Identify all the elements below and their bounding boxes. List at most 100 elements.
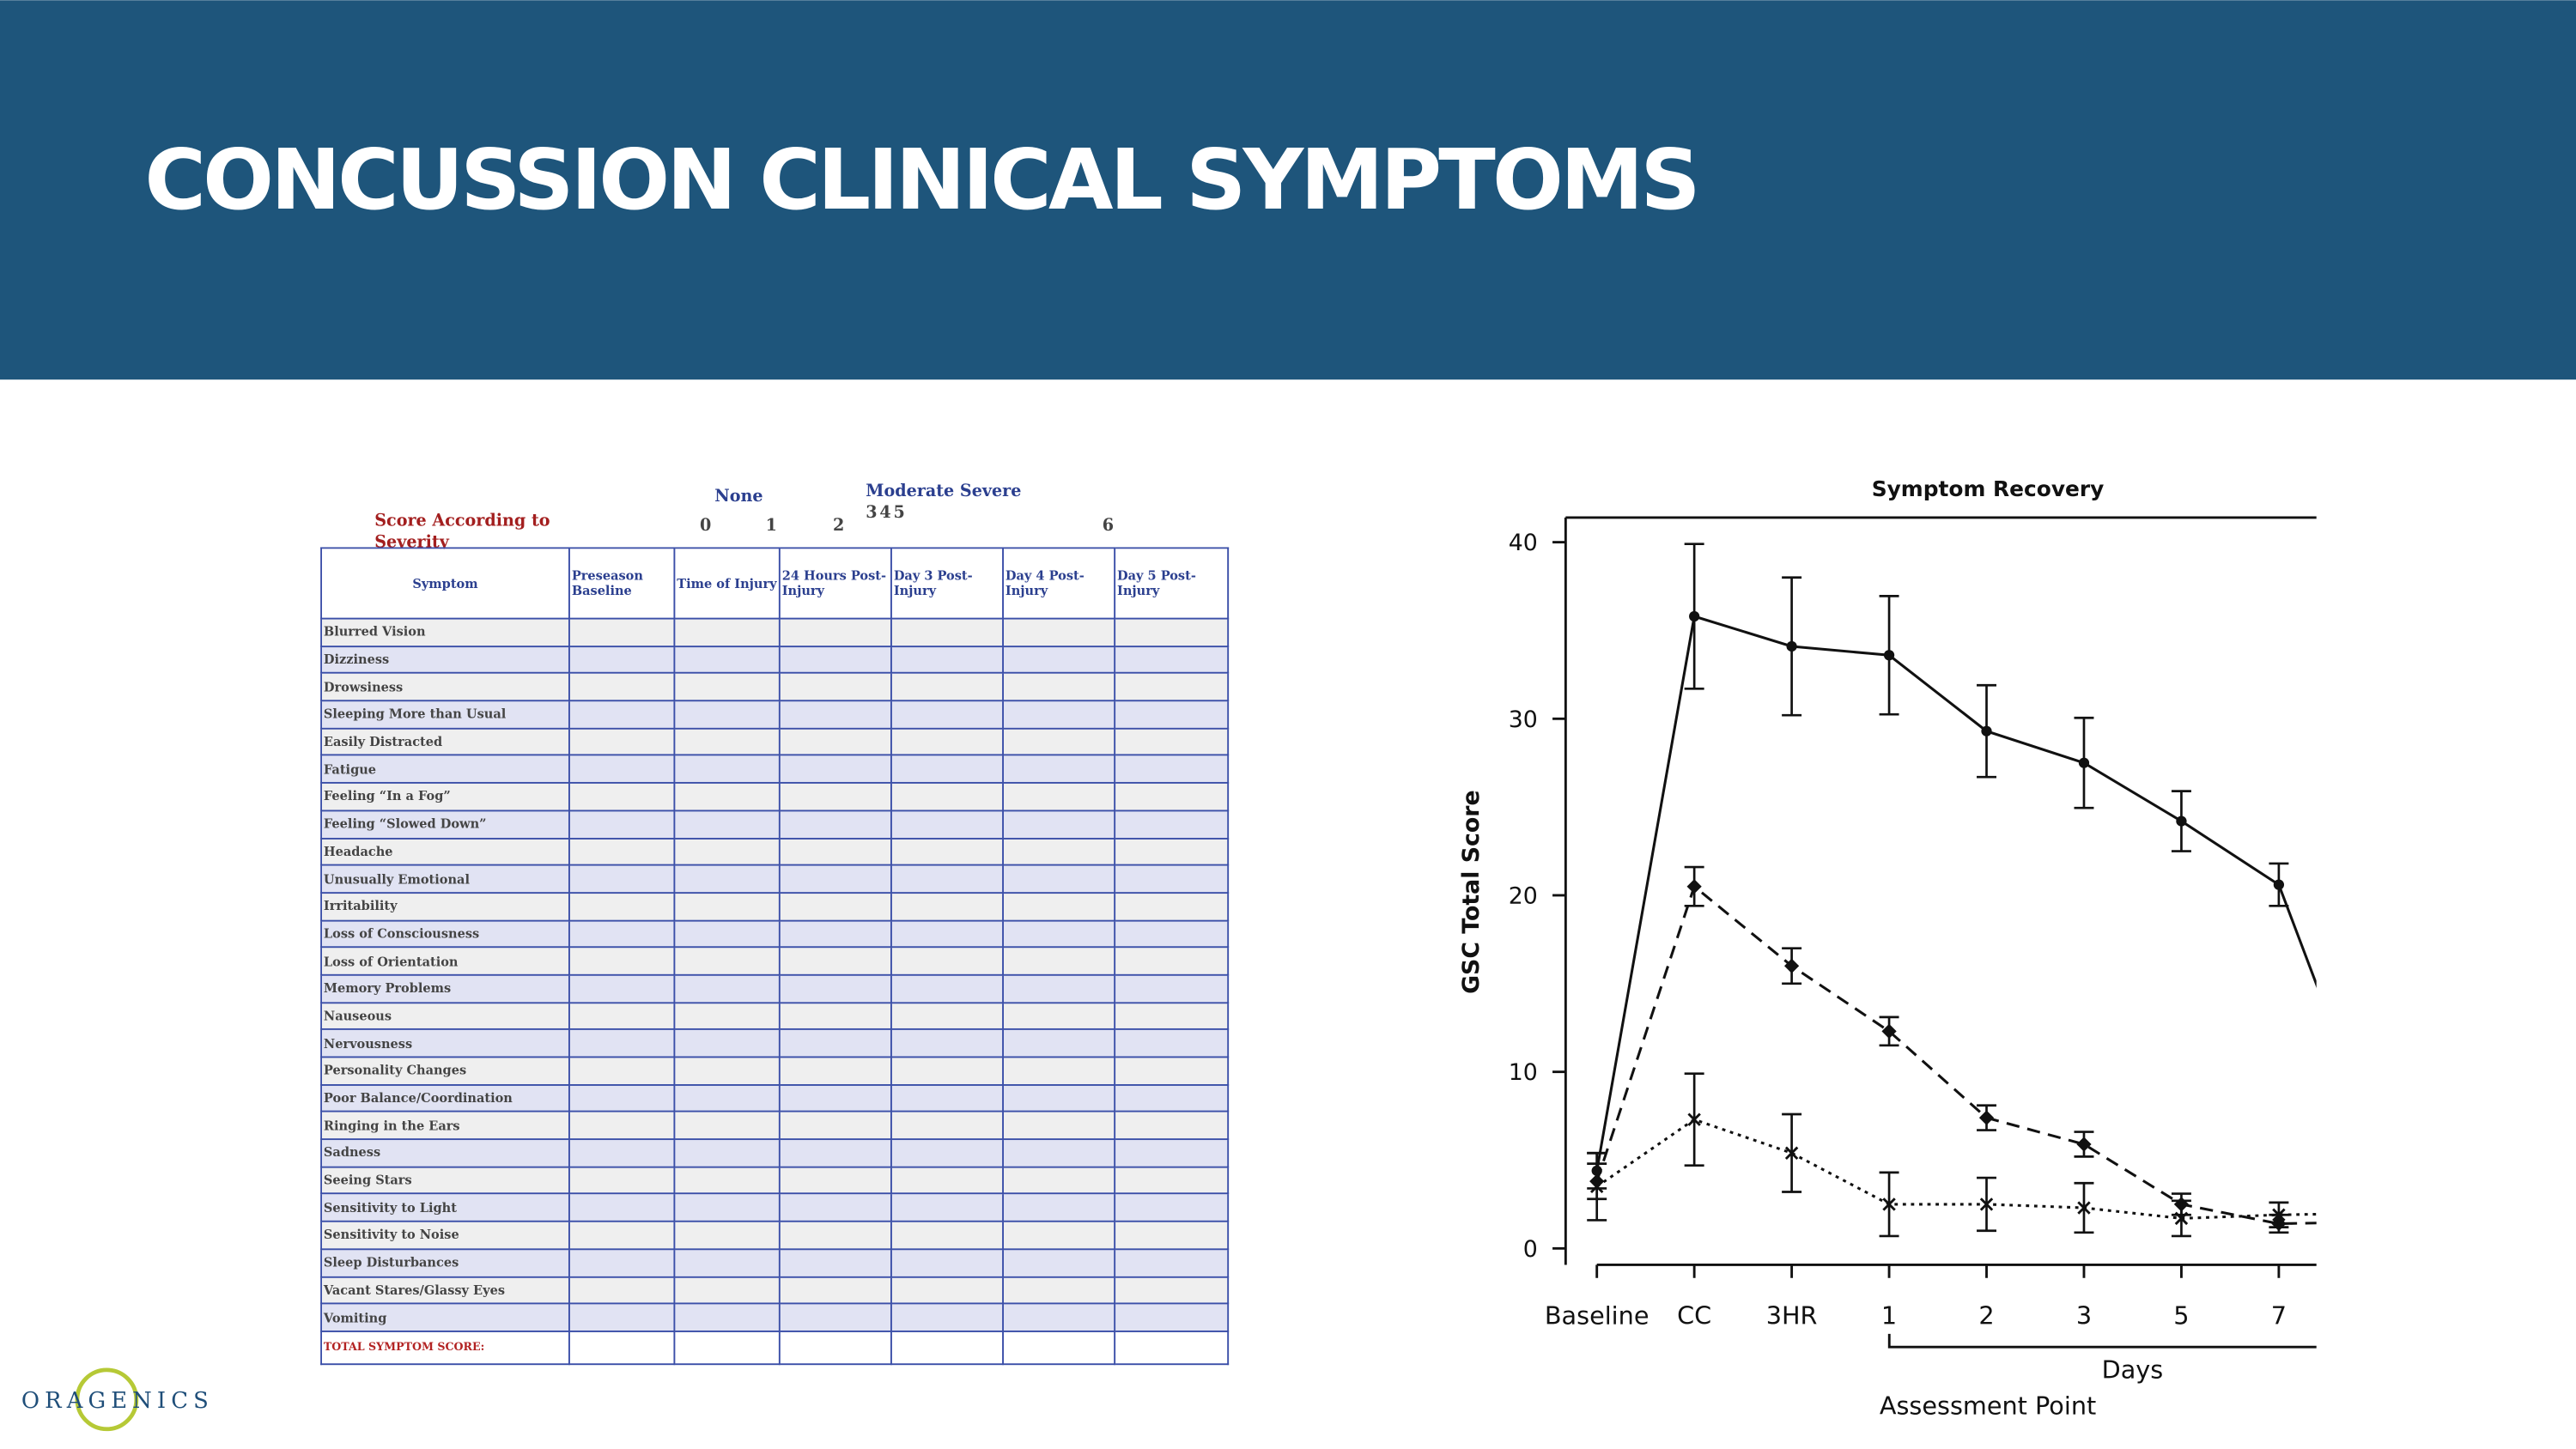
y-tick-label: 0	[1523, 1236, 1538, 1263]
scale-number: 0	[700, 515, 711, 535]
table-cell	[568, 782, 676, 812]
table-row: Personality Changes	[320, 1056, 1230, 1086]
table-row: Dizziness	[320, 645, 1230, 675]
table-cell	[673, 1001, 781, 1031]
table-cell	[568, 700, 676, 730]
table-cell	[673, 837, 781, 866]
table-cell	[568, 1028, 676, 1058]
table-cell	[1002, 617, 1116, 647]
data-point	[1979, 1197, 1994, 1211]
table-cell	[568, 617, 676, 647]
x-tick-label: 7	[2271, 1300, 2287, 1330]
table-row: Easily Distracted	[320, 727, 1230, 757]
table-cell	[778, 837, 892, 866]
data-point	[1882, 1197, 1896, 1211]
table-cell	[778, 700, 892, 730]
table-cell	[568, 864, 676, 894]
table-cell	[890, 891, 1005, 921]
row-label: Feeling “In a Fog”	[320, 782, 570, 812]
row-label: Nauseous	[320, 1001, 570, 1031]
table-cell	[890, 1275, 1005, 1305]
table-cell	[1002, 1138, 1116, 1168]
table-cell	[673, 1247, 781, 1277]
table-row: Blurred Vision	[320, 617, 1230, 647]
table-cell	[778, 645, 892, 675]
table-cell	[673, 782, 781, 812]
header-band	[0, 0, 2576, 380]
table-cell	[673, 755, 781, 785]
table-cell	[1114, 1001, 1230, 1031]
table-cell	[890, 1221, 1005, 1250]
table-cell	[1114, 809, 1230, 839]
row-label: Ringing in the Ears	[320, 1111, 570, 1141]
table-row: Loss of Orientation	[320, 946, 1230, 976]
table-cell	[778, 1166, 892, 1196]
row-label: Loss of Orientation	[320, 946, 570, 976]
chart-title: Symptom Recovery	[1872, 476, 2105, 501]
y-tick-label: 10	[1509, 1059, 1538, 1086]
table-cell	[778, 1083, 892, 1113]
table-cell	[1114, 1275, 1230, 1305]
table-cell	[1002, 645, 1116, 675]
table-cell	[890, 1083, 1005, 1113]
table-cell	[568, 727, 676, 757]
table-cell	[1114, 973, 1230, 1003]
table-cell	[1002, 1001, 1116, 1031]
table-cell	[1114, 1193, 1230, 1222]
table-cell	[778, 809, 892, 839]
table-cell	[1114, 1221, 1230, 1250]
slide-title: CONCUSSION CLINICAL SYMPTOMS	[144, 131, 1697, 229]
scale-number: 2	[833, 515, 844, 535]
table-cell	[778, 727, 892, 757]
column-header: Preseason Baseline	[568, 547, 676, 620]
total-row: TOTAL SYMPTOM SCORE:	[320, 1330, 1230, 1365]
table-cell	[1002, 782, 1116, 812]
scale-none: None	[714, 486, 762, 506]
table-cell	[1002, 1330, 1116, 1365]
table-cell	[673, 1330, 781, 1365]
scale-number: 3 4 5	[866, 502, 903, 522]
table-cell	[673, 809, 781, 839]
table-cell	[568, 1111, 676, 1141]
table-cell	[778, 1056, 892, 1086]
table-cell	[1002, 1247, 1116, 1277]
table-cell	[1002, 1111, 1116, 1141]
table-cell	[1114, 837, 1230, 866]
row-label: Seeing Stars	[320, 1166, 570, 1196]
logo-text: ORAGENICS	[21, 1388, 214, 1414]
data-point	[2076, 1137, 2092, 1152]
data-point	[1786, 640, 1797, 652]
data-point	[1589, 1179, 1604, 1194]
table-cell	[890, 1056, 1005, 1086]
table-cell	[1114, 782, 1230, 812]
row-label: Feeling “Slowed Down”	[320, 809, 570, 839]
table-cell	[778, 1193, 892, 1222]
table-cell	[673, 672, 781, 702]
table-cell	[673, 864, 781, 894]
table-cell	[673, 973, 781, 1003]
row-label: Sensitivity to Light	[320, 1193, 570, 1222]
table-cell	[673, 1083, 781, 1113]
table-cell	[1114, 645, 1230, 675]
table-cell	[890, 1028, 1005, 1058]
data-point	[2273, 879, 2285, 890]
table-cell	[568, 1247, 676, 1277]
table-cell	[568, 1056, 676, 1086]
chart: Symptom Recovery 0 10 20 30 40 Baseline CC 3HR 1 2…	[1458, 476, 2317, 1421]
row-label: Dizziness	[320, 645, 570, 675]
y-tick-label: 40	[1509, 530, 1538, 556]
data-point	[2272, 1208, 2286, 1222]
table-cell	[673, 645, 781, 675]
table-cell	[568, 1330, 676, 1365]
x-tick-label: 5	[2173, 1300, 2189, 1330]
table-cell	[890, 1302, 1005, 1332]
table-cell	[1002, 973, 1116, 1003]
table-cell	[1114, 1056, 1230, 1086]
table-cell	[890, 919, 1005, 949]
data-point	[1881, 1023, 1897, 1039]
table-cell	[568, 1166, 676, 1196]
table-cell	[568, 1221, 676, 1250]
table-cell	[890, 672, 1005, 702]
row-label: Sleeping More than Usual	[320, 700, 570, 730]
